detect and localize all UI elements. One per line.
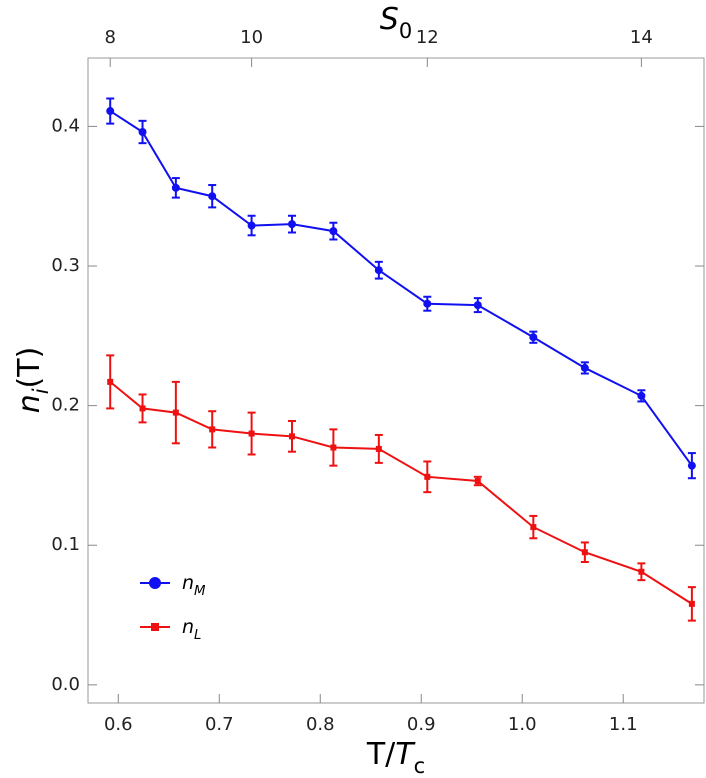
legend-label: nL (182, 616, 201, 643)
point (529, 333, 538, 342)
point (172, 409, 179, 416)
point (473, 301, 482, 310)
point (209, 426, 216, 433)
x2-tick-label: 12 (416, 27, 439, 48)
x2-tick-label: 14 (630, 27, 653, 48)
point (530, 524, 537, 531)
x2-tick-label: 8 (104, 27, 115, 48)
point (330, 444, 337, 451)
point (139, 405, 146, 412)
legend-marker (151, 623, 159, 631)
point (248, 430, 255, 437)
y-tick-label: 0.0 (51, 674, 80, 695)
x-tick-label: 0.8 (306, 714, 335, 735)
point (580, 363, 589, 372)
series-line (109, 381, 693, 605)
legend-label: nM (182, 572, 206, 599)
point (208, 192, 217, 201)
point (581, 549, 588, 556)
point (424, 473, 431, 480)
point (247, 221, 256, 230)
x-tick-label: 1.0 (508, 714, 537, 735)
point (687, 461, 696, 470)
y-axis-title: ni(T) (12, 347, 54, 414)
x2-axis-title: S0 (380, 2, 412, 44)
point (688, 600, 695, 607)
x2-tick-label: 10 (240, 27, 263, 48)
point (329, 227, 338, 236)
legend-marker (149, 577, 161, 589)
point (474, 478, 481, 485)
point (138, 127, 147, 136)
y-tick-label: 0.4 (51, 115, 80, 136)
point (375, 445, 382, 452)
x-tick-label: 0.6 (104, 714, 133, 735)
x-tick-label: 1.1 (609, 714, 638, 735)
y-tick-label: 0.3 (51, 255, 80, 276)
point (374, 266, 383, 275)
x-tick-label: 0.9 (407, 714, 436, 735)
point (171, 183, 180, 192)
plot-frame (87, 57, 705, 704)
point (287, 220, 296, 229)
y-tick-label: 0.2 (51, 395, 80, 416)
point (288, 433, 295, 440)
point (106, 107, 115, 116)
series-line (109, 110, 693, 467)
x-tick-label: 0.7 (205, 714, 234, 735)
point (637, 391, 646, 400)
point (638, 568, 645, 575)
x-axis-title: T/Tc (366, 737, 425, 778)
y-tick-label: 0.1 (51, 534, 80, 555)
point (423, 299, 432, 308)
point (107, 378, 114, 385)
